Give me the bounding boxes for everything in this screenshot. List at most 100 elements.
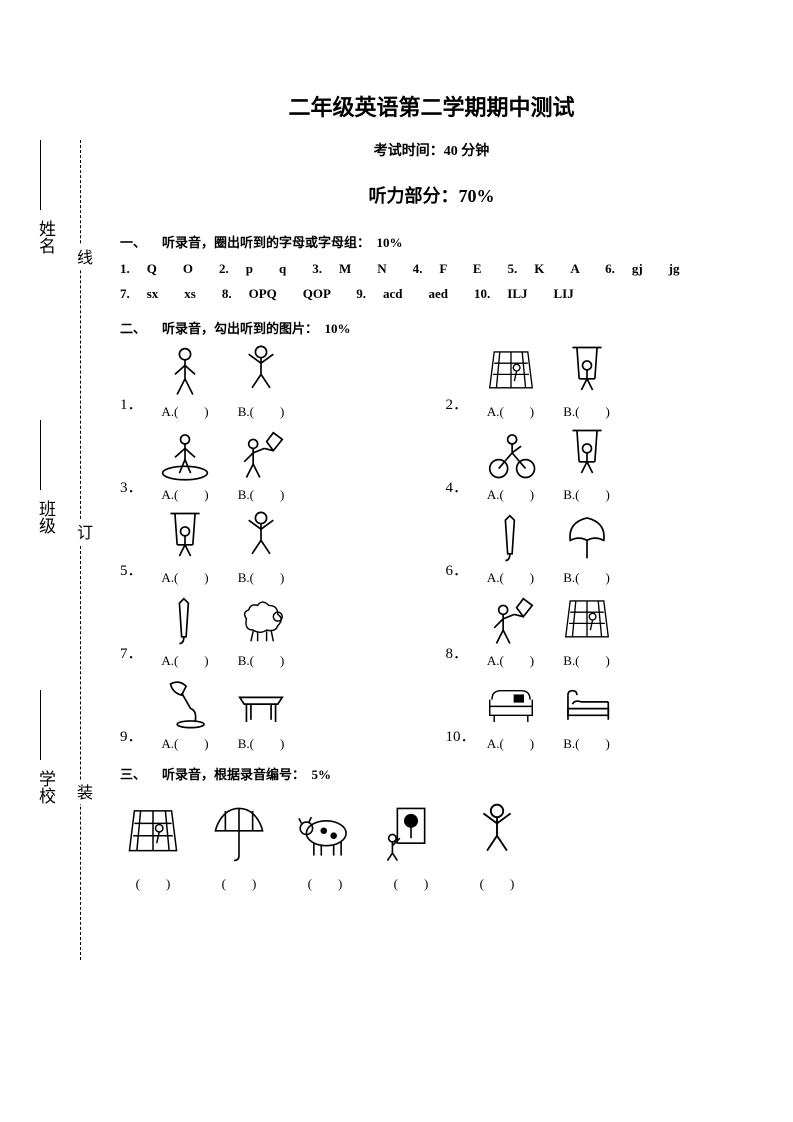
pic-item: 1． A.( ) B.( ) xyxy=(120,343,418,420)
item-num: 2． xyxy=(446,393,468,420)
choice-label: B.( ) xyxy=(563,567,610,586)
item-num: 8． xyxy=(446,642,468,669)
page-title: 二年级英语第二学期期中测试 xyxy=(120,90,743,122)
choice-label: A.( ) xyxy=(487,650,534,669)
item-num: 4． xyxy=(446,476,468,503)
choice-a: A.( ) xyxy=(478,675,544,752)
choice-b: B.( ) xyxy=(554,675,620,752)
choice-a: A.( ) xyxy=(478,343,544,420)
seq-blank: ( ) xyxy=(480,873,515,892)
choice-label: B.( ) xyxy=(563,650,610,669)
blank-class xyxy=(40,420,41,490)
item-num: 5． xyxy=(120,559,142,586)
s3-pct: 5% xyxy=(312,767,332,782)
s1-num: 一、 xyxy=(120,232,146,251)
item-num: 1． xyxy=(120,393,142,420)
choice-a: A.( ) xyxy=(152,343,218,420)
pic-item: 10． A.( ) B.( ) xyxy=(446,675,744,752)
seq-item: ( ) xyxy=(464,801,530,892)
choice-b: B.( ) xyxy=(554,426,620,503)
blank-name xyxy=(40,140,41,210)
blank-school xyxy=(40,690,41,760)
s1-title: 听录音，圈出听到的字母或字母组： xyxy=(162,235,364,250)
seq-blank: ( ) xyxy=(222,873,257,892)
item-num: 10． xyxy=(446,725,468,752)
choice-b: B.( ) xyxy=(228,426,294,503)
item-num: 6． xyxy=(446,559,468,586)
choice-b: B.( ) xyxy=(228,343,294,420)
choice-a: A.( ) xyxy=(478,592,544,669)
pic-item: 7． A.( ) B.( ) xyxy=(120,592,418,669)
seq-item: ( ) xyxy=(292,801,358,892)
choice-label: A.( ) xyxy=(161,650,208,669)
pic-item: 6． A.( ) B.( ) xyxy=(446,509,744,586)
section-1: 一、 听录音，圈出听到的字母或字母组： 10% 1. Q O 2. p q 3.… xyxy=(120,232,743,306)
pic-item: 8． A.( ) B.( ) xyxy=(446,592,744,669)
pic-item: 3． A.( ) B.( ) xyxy=(120,426,418,503)
section-2: 二、 听录音，勾出听到的图片： 10% 1． A.( ) B.( )2． A.(… xyxy=(120,318,743,752)
item-num: 3． xyxy=(120,476,142,503)
section-1-header: 一、 听录音，圈出听到的字母或字母组： 10% xyxy=(120,232,743,251)
pic-item: 5． A.( ) B.( ) xyxy=(120,509,418,586)
listening-title: 听力部分：70% xyxy=(120,182,743,208)
choice-b: B.( ) xyxy=(228,675,294,752)
choice-label: A.( ) xyxy=(161,567,208,586)
choice-label: A.( ) xyxy=(487,567,534,586)
s2-num: 二、 xyxy=(120,318,146,337)
choice-label: B.( ) xyxy=(563,484,610,503)
choice-a: A.( ) xyxy=(152,509,218,586)
choice-label: A.( ) xyxy=(487,484,534,503)
label-class: 班级 xyxy=(33,500,58,534)
choice-label: A.( ) xyxy=(161,733,208,752)
label-name: 姓名 xyxy=(33,220,58,254)
choice-b: B.( ) xyxy=(554,343,620,420)
choice-label: A.( ) xyxy=(487,401,534,420)
choice-label: B.( ) xyxy=(238,733,285,752)
item-num: 9． xyxy=(120,725,142,752)
s3-title: 听录音，根据录音编号： xyxy=(162,767,299,782)
choice-b: B.( ) xyxy=(228,592,294,669)
s2-pct: 10% xyxy=(325,321,351,336)
choice-b: B.( ) xyxy=(554,592,620,669)
choice-b: B.( ) xyxy=(554,509,620,586)
choice-label: B.( ) xyxy=(238,484,285,503)
section-2-header: 二、 听录音，勾出听到的图片： 10% xyxy=(120,318,743,337)
choice-label: B.( ) xyxy=(238,650,285,669)
choice-label: A.( ) xyxy=(161,484,208,503)
picture-grid: 1． A.( ) B.( )2． A.( ) B.( )3． A.( ) B.(… xyxy=(120,343,743,752)
seq-item: ( ) xyxy=(378,801,444,892)
seq-blank: ( ) xyxy=(308,873,343,892)
choice-label: B.( ) xyxy=(563,401,610,420)
label-school: 学校 xyxy=(33,770,58,804)
choice-label: B.( ) xyxy=(238,401,285,420)
choice-a: A.( ) xyxy=(478,509,544,586)
choice-a: A.( ) xyxy=(152,426,218,503)
pic-item: 2． A.( ) B.( ) xyxy=(446,343,744,420)
seq-item: ( ) xyxy=(120,801,186,892)
pic-item: 9． A.( ) B.( ) xyxy=(120,675,418,752)
item-num: 7． xyxy=(120,642,142,669)
s2-title: 听录音，勾出听到的图片： xyxy=(162,321,312,336)
section-3: 三、 听录音，根据录音编号： 5% ( ) ( ) ( ) ( ) ( ) xyxy=(120,764,743,892)
binding-margin: 线 订 装 姓名 班级 学校 xyxy=(55,140,105,960)
s3-num: 三、 xyxy=(120,764,146,783)
choice-label: A.( ) xyxy=(161,401,208,420)
mark-line: 线 xyxy=(70,245,94,269)
choice-label: B.( ) xyxy=(563,733,610,752)
choice-a: A.( ) xyxy=(478,426,544,503)
seq-item: ( ) xyxy=(206,801,272,892)
mark-staple: 订 xyxy=(70,520,94,544)
choice-a: A.( ) xyxy=(152,675,218,752)
seq-blank: ( ) xyxy=(394,873,429,892)
exam-time: 考试时间：40 分钟 xyxy=(120,140,743,160)
sequence-row: ( ) ( ) ( ) ( ) ( ) xyxy=(120,801,743,892)
choice-a: A.( ) xyxy=(152,592,218,669)
letter-choices: 1. Q O 2. p q 3. M N 4. F E 5. K A 6. gj… xyxy=(120,257,743,306)
seq-blank: ( ) xyxy=(136,873,171,892)
s1-pct: 10% xyxy=(377,235,403,250)
mark-bind: 装 xyxy=(70,780,94,804)
choice-b: B.( ) xyxy=(228,509,294,586)
choice-label: B.( ) xyxy=(238,567,285,586)
section-3-header: 三、 听录音，根据录音编号： 5% xyxy=(120,764,743,783)
pic-item: 4． A.( ) B.( ) xyxy=(446,426,744,503)
